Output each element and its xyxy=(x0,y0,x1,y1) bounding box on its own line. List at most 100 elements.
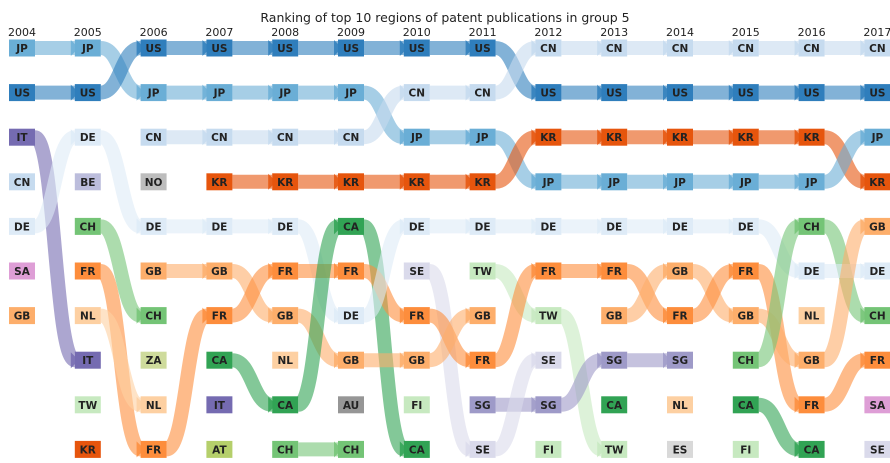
node-JP-2008: JP xyxy=(272,84,299,102)
node-box xyxy=(74,128,101,146)
node-label: SG xyxy=(540,400,556,412)
year-label-2008: 2008 xyxy=(271,26,299,39)
node-label: CH xyxy=(869,311,886,323)
node-box xyxy=(535,351,562,369)
node-label: ZA xyxy=(146,355,163,367)
node-JP-2009: JP xyxy=(338,84,364,102)
flow-US-2005-2006 xyxy=(99,41,143,100)
node-JP-2013: JP xyxy=(601,173,628,191)
node-box xyxy=(469,128,496,146)
node-label: FR xyxy=(870,355,885,367)
node-NL-2006: NL xyxy=(140,396,167,414)
node-box xyxy=(798,39,825,57)
node-box xyxy=(732,440,759,458)
node-label: NO xyxy=(145,177,163,189)
node-box xyxy=(864,217,890,235)
node-box xyxy=(403,39,430,57)
node-label: CN xyxy=(145,132,162,144)
node-box xyxy=(140,217,167,235)
node-box xyxy=(667,84,693,102)
node-ES-2014: ES xyxy=(667,440,693,458)
node-DE-2010: DE xyxy=(403,217,430,235)
node-IT-2005: IT xyxy=(74,351,101,369)
node-label: FR xyxy=(475,355,490,367)
node-label: GB xyxy=(869,221,886,233)
node-US-2004: US xyxy=(9,84,35,102)
node-label: KR xyxy=(606,132,622,144)
node-CA-2007: CA xyxy=(206,351,233,369)
node-box xyxy=(535,396,562,414)
node-label: KR xyxy=(211,177,227,189)
node-box xyxy=(206,396,233,414)
node-box xyxy=(272,351,299,369)
node-CH-2008: CH xyxy=(272,440,299,458)
node-box xyxy=(667,262,693,280)
node-label: KR xyxy=(869,177,885,189)
node-box xyxy=(74,39,101,57)
nodes-layer: JP US IT CN DE SA GB JP US DE BE CH FR NL IT TW KR US JP CN… xyxy=(9,39,890,458)
node-label: SG xyxy=(606,355,622,367)
node-label: CH xyxy=(277,444,294,456)
node-label: IT xyxy=(214,400,226,412)
node-NO-2006: NO xyxy=(140,173,167,191)
flow-DE-2009-2010 xyxy=(361,219,407,323)
node-CA-2010: CA xyxy=(403,440,430,458)
node-NL-2014: NL xyxy=(667,396,693,414)
node-GB-2009: GB xyxy=(338,351,364,369)
node-CN-2004: CN xyxy=(9,173,35,191)
node-label: CA xyxy=(606,400,623,412)
node-label: CA xyxy=(738,400,755,412)
node-box xyxy=(140,440,167,458)
node-label: DE xyxy=(540,221,556,233)
node-JP-2004: JP xyxy=(9,39,35,57)
node-box xyxy=(206,351,233,369)
node-CN-2017: CN xyxy=(864,39,890,57)
node-label: AT xyxy=(212,444,227,456)
node-CN-2008: CN xyxy=(272,128,299,146)
flow-GB-2016-2017 xyxy=(821,219,868,368)
node-label: TW xyxy=(473,266,492,278)
node-box xyxy=(9,262,35,280)
node-box xyxy=(272,39,299,57)
node-FI-2010: FI xyxy=(403,396,430,414)
node-label: CN xyxy=(869,43,886,55)
flow-NL-2005-2006 xyxy=(98,308,144,412)
flow-CA-2007-2008 xyxy=(230,353,274,412)
node-box xyxy=(798,84,825,102)
node-CA-2008: CA xyxy=(272,396,299,414)
node-box xyxy=(140,351,167,369)
node-US-2009: US xyxy=(338,39,364,57)
year-label-2005: 2005 xyxy=(74,26,102,39)
node-box xyxy=(864,173,890,191)
node-label: US xyxy=(869,88,885,100)
node-FR-2013: FR xyxy=(601,262,628,280)
node-label: FR xyxy=(343,266,358,278)
node-box xyxy=(469,440,496,458)
node-label: JP xyxy=(81,43,94,55)
node-label: DE xyxy=(475,221,491,233)
node-box xyxy=(74,262,101,280)
node-box xyxy=(798,307,825,325)
node-box xyxy=(403,84,430,102)
node-label: SG xyxy=(475,400,491,412)
node-label: US xyxy=(409,43,425,55)
node-box xyxy=(403,173,430,191)
node-label: CH xyxy=(80,221,97,233)
node-label: CN xyxy=(343,132,360,144)
node-FR-2009: FR xyxy=(338,262,364,280)
node-label: JP xyxy=(607,177,620,189)
node-box xyxy=(74,351,101,369)
flow-SE-2010-2011 xyxy=(426,264,474,457)
node-box xyxy=(9,39,35,57)
node-TW-2012: TW xyxy=(535,307,562,325)
node-CA-2013: CA xyxy=(601,396,628,414)
node-JP-2012: JP xyxy=(535,173,562,191)
year-label-2011: 2011 xyxy=(469,26,497,39)
node-label: JP xyxy=(476,132,489,144)
node-SE-2011: SE xyxy=(469,440,496,458)
node-box xyxy=(601,440,628,458)
node-label: FR xyxy=(146,444,161,456)
flow-CH-2015-2016 xyxy=(755,219,802,368)
node-box xyxy=(601,217,628,235)
